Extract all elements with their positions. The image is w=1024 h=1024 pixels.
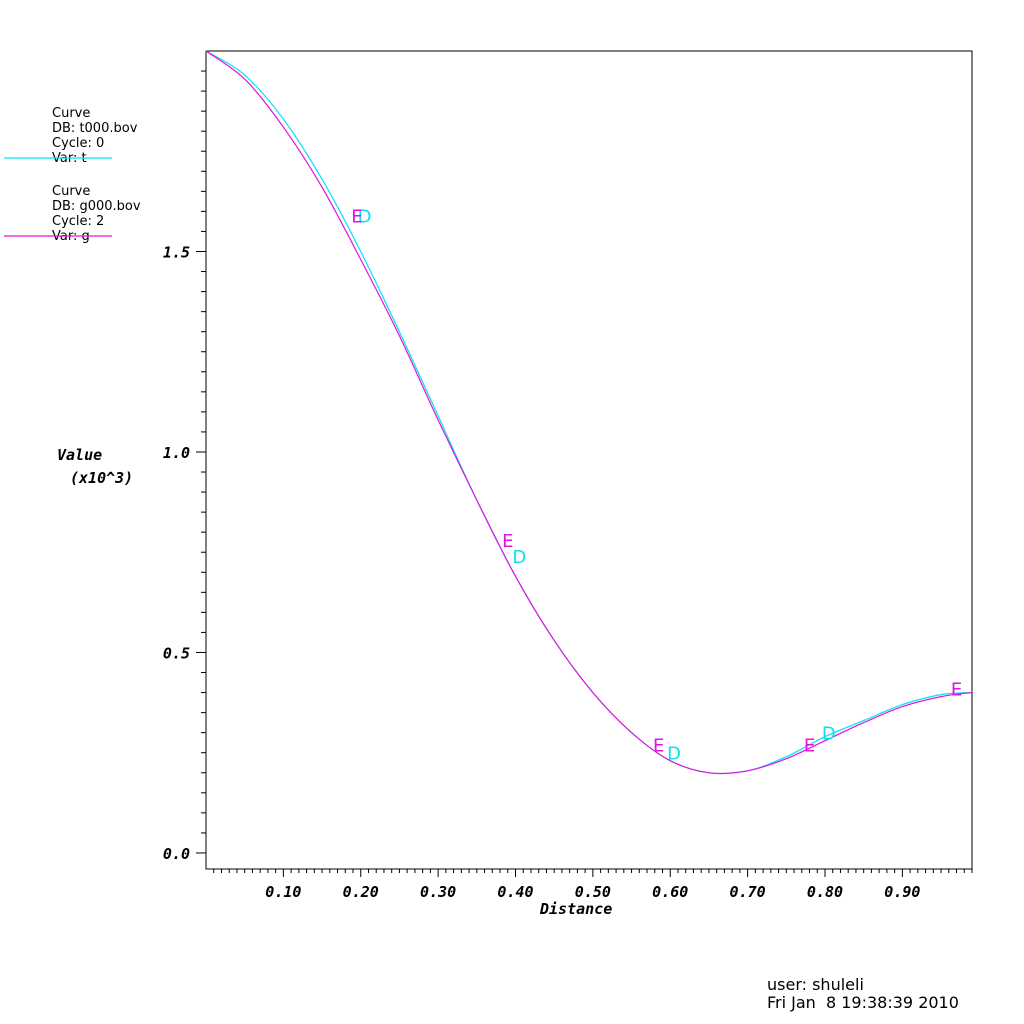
- x-axis-label: Distance: [539, 900, 612, 918]
- y-axis-label: Value: [57, 446, 102, 464]
- series-2-marker: E: [351, 206, 362, 227]
- x-tick-label: 0.40: [497, 883, 533, 901]
- legend-2-line-2: DB: g000.bov: [52, 199, 141, 214]
- x-tick-label: 0.10: [265, 883, 301, 901]
- legend-2-line-3: Cycle: 2: [52, 214, 104, 229]
- legend-1-line-3: Cycle: 0: [52, 136, 104, 151]
- series-1-marker: D: [358, 206, 372, 227]
- x-tick-label: 0.20: [343, 883, 379, 901]
- series-2-marker: E: [951, 680, 962, 701]
- y-axis-scale-label: (x10^3): [70, 469, 133, 487]
- y-tick-label: 0.0: [163, 845, 190, 863]
- series-2-marker: E: [804, 736, 815, 757]
- plot-frame: [205, 50, 973, 870]
- series-1-marker: D: [822, 724, 836, 745]
- series-layer: [205, 50, 973, 775]
- series-1-marker: D: [667, 744, 681, 765]
- x-axis-ticks: 0.10 0.20 0.30 0.40 0.50 0.60 0.70 0.80 0.90: [265, 869, 920, 901]
- footer-user: user: shuleli: [767, 975, 864, 994]
- x-tick-label: 0.80: [807, 883, 843, 901]
- legend-2-line-1: Curve: [52, 184, 90, 199]
- x-tick-label: 0.60: [652, 883, 688, 901]
- x-tick-label: 0.90: [884, 883, 920, 901]
- series-2-marker: E: [502, 531, 513, 552]
- legend-1-line-1: Curve: [52, 106, 90, 121]
- x-tick-label: 0.50: [575, 883, 611, 901]
- y-tick-label: 0.5: [163, 644, 190, 662]
- x-tick-label: 0.30: [420, 883, 456, 901]
- series-2-marker: E: [653, 736, 664, 757]
- y-tick-label: 1.0: [163, 444, 190, 462]
- legend-1-line-2: DB: t000.bov: [52, 121, 138, 136]
- y-axis-minor-ticks: [201, 70, 206, 834]
- footer-timestamp: Fri Jan 8 19:38:39 2010: [767, 993, 959, 1012]
- series-line-1: [205, 50, 973, 775]
- y-tick-label: 1.5: [163, 243, 190, 261]
- series-line-2: [205, 50, 973, 775]
- y-axis-ticks: 0.0 0.5 1.0 1.5: [163, 243, 206, 863]
- x-axis-minor-ticks: [213, 869, 973, 873]
- x-tick-label: 0.70: [730, 883, 766, 901]
- series-1-marker: D: [512, 547, 526, 568]
